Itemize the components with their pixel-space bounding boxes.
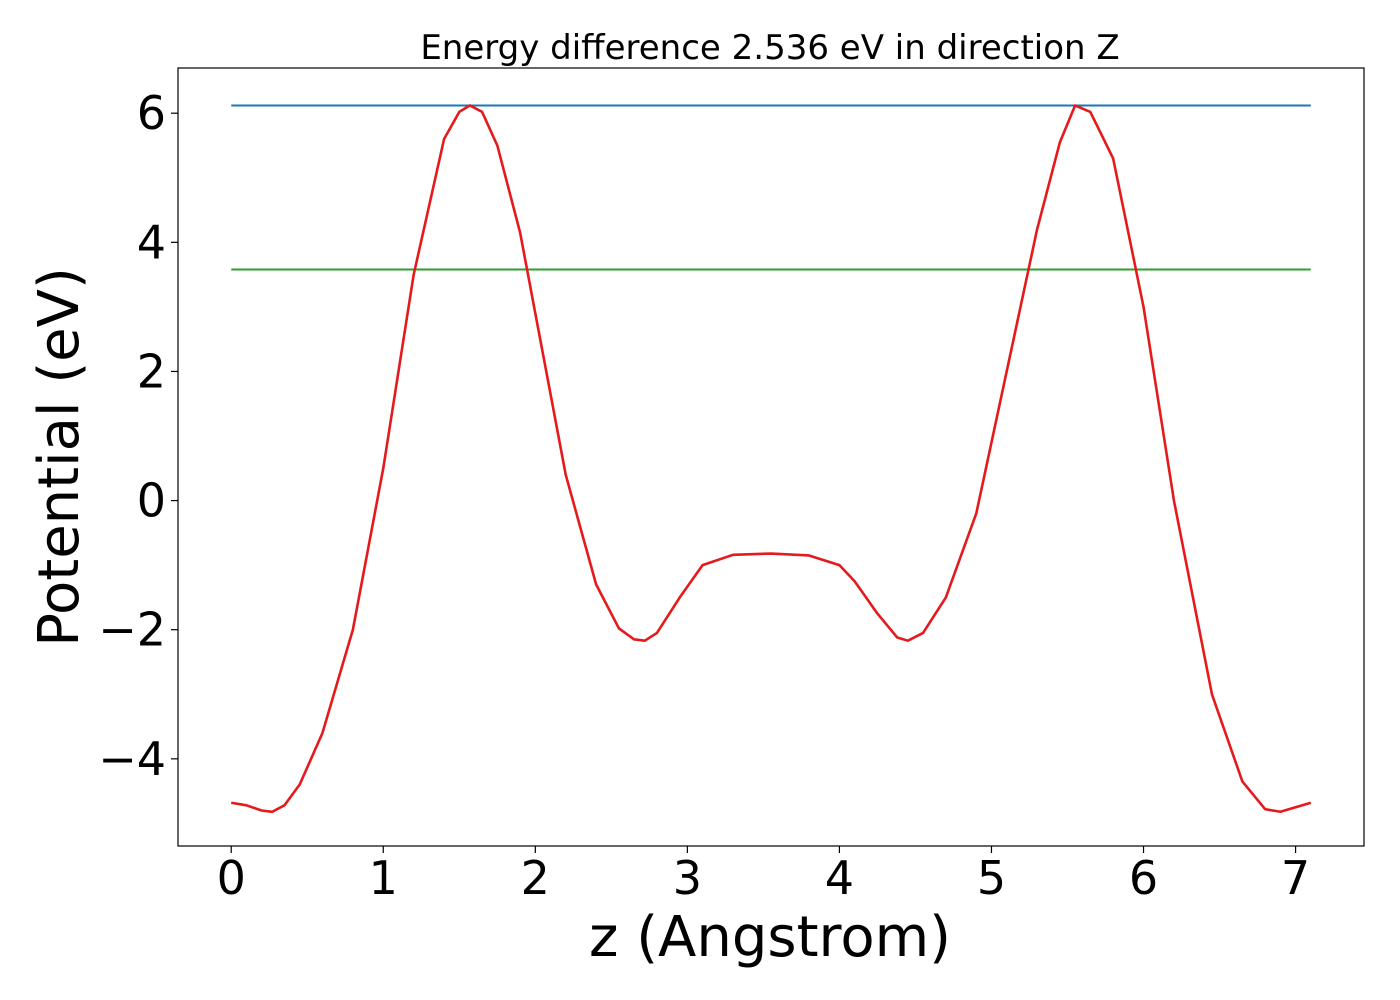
x-tick-label: 4 xyxy=(825,851,854,905)
x-tick-label: 3 xyxy=(673,851,702,905)
y-tick-label: −2 xyxy=(98,603,166,657)
x-tick-label: 1 xyxy=(369,851,398,905)
x-tick-label: 0 xyxy=(217,851,246,905)
y-tick-label: 6 xyxy=(137,86,166,140)
x-tick-label: 2 xyxy=(521,851,550,905)
x-tick-label: 6 xyxy=(1129,851,1158,905)
x-axis-ticks: 0 1 2 3 4 5 6 7 xyxy=(217,846,1310,905)
x-axis-label: z (Angstrom) xyxy=(589,905,951,970)
y-tick-label: 0 xyxy=(137,474,166,528)
x-tick-label: 7 xyxy=(1281,851,1310,905)
x-tick-label: 5 xyxy=(977,851,1006,905)
y-axis-label: Potential (eV) xyxy=(27,267,92,647)
plot-lines xyxy=(231,104,1312,814)
y-tick-label: −4 xyxy=(98,732,166,786)
plot-frame xyxy=(177,67,1365,847)
chart-title: Energy difference 2.536 eV in direction … xyxy=(420,28,1119,68)
y-tick-label: 4 xyxy=(137,215,166,269)
y-tick-label: 2 xyxy=(137,344,166,398)
y-axis-ticks: −4 −2 0 2 4 6 xyxy=(98,86,178,786)
potential-curve xyxy=(231,104,1312,814)
